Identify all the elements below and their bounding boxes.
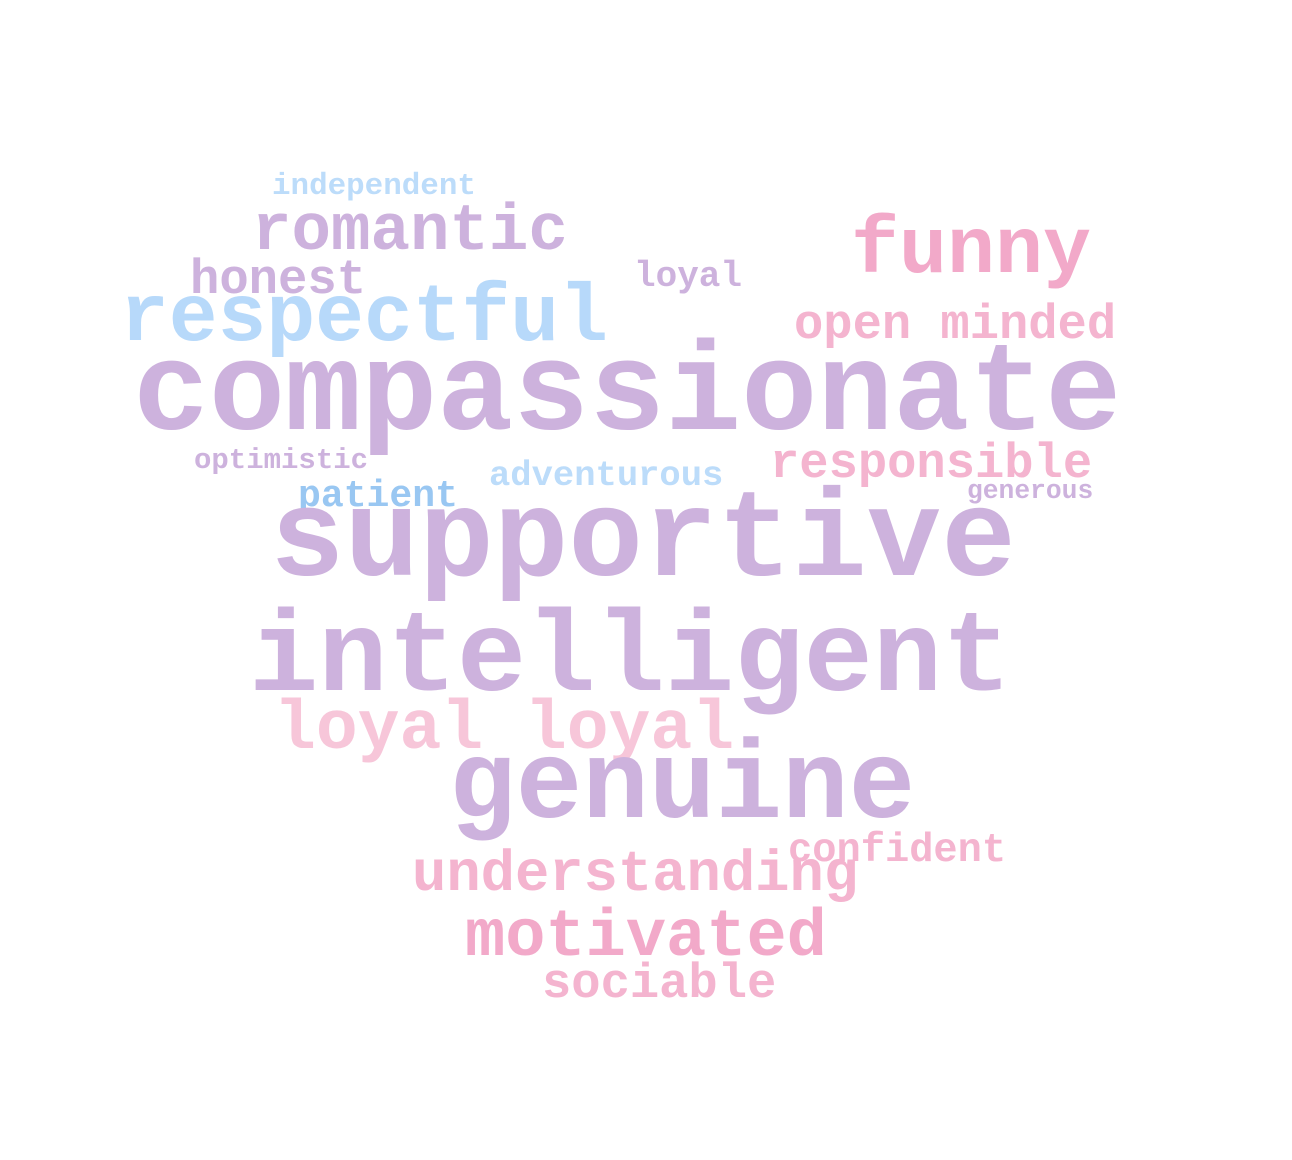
word-honest: honest [190,251,367,308]
word-optimistic: optimistic [194,444,369,478]
word-adventurous: adventurous [489,454,724,496]
word-genuine: genuine [449,726,916,851]
word-funny: funny [851,206,1092,298]
word-confident: confident [788,827,1007,874]
word-responsible: responsible [770,436,1093,492]
word-sociable: sociable [542,956,777,1012]
word-motivated: motivated [465,900,827,976]
word-loyal: loyal [634,255,743,297]
word-open-minded: open minded [794,297,1117,353]
word-respectful: respectful [120,273,608,366]
word-loyal-loyal: loyal loyal [274,689,735,769]
word-understanding: understanding [412,843,859,909]
word-compassionate: compassionate [133,325,1122,469]
word-romantic: romantic [252,194,568,269]
word-intelligent: intelligent [249,594,1012,726]
word-supportive: supportive [270,473,1016,613]
word-independent: independent [272,168,476,204]
word-patient: patient [298,474,458,518]
word-generous: generous [967,475,1094,506]
